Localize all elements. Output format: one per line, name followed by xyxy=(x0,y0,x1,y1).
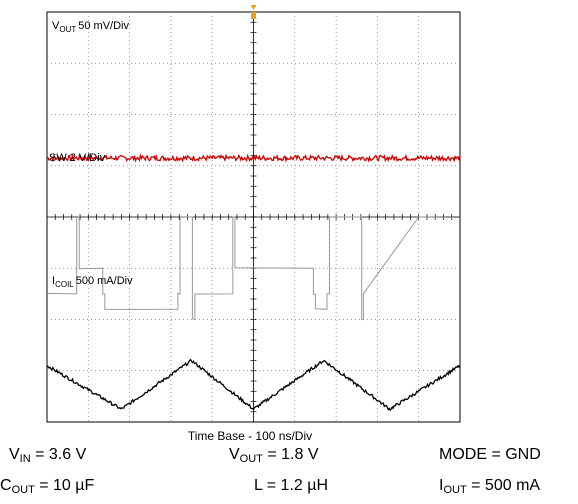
trigger-flag-icon xyxy=(251,12,256,19)
vout-condition: VOUT = 1.8 V xyxy=(229,446,319,465)
icoil-trace xyxy=(46,358,461,412)
trigger-arrow-icon xyxy=(250,5,257,10)
sw-channel-label: SW 2 V/Div xyxy=(49,152,106,164)
cout-condition: COUT = 10 µF xyxy=(0,477,95,496)
traces xyxy=(46,153,461,412)
inductor-condition: L = 1.2 µH xyxy=(254,477,328,494)
vout-trace xyxy=(46,153,461,163)
icoil-channel-label: ICOIL 500 mA/Div xyxy=(52,275,133,289)
vin-condition: VIN = 3.6 V xyxy=(9,446,87,465)
sw-trace xyxy=(46,215,461,321)
mode-condition: MODE = GND xyxy=(439,446,541,463)
time-base-label: Time Base - 100 ns/Div xyxy=(187,429,313,443)
iout-condition: IOUT = 500 mA xyxy=(439,477,541,496)
trigger-marker xyxy=(250,5,257,19)
vout-channel-label: VOUT 50 mV/Div xyxy=(52,20,129,34)
